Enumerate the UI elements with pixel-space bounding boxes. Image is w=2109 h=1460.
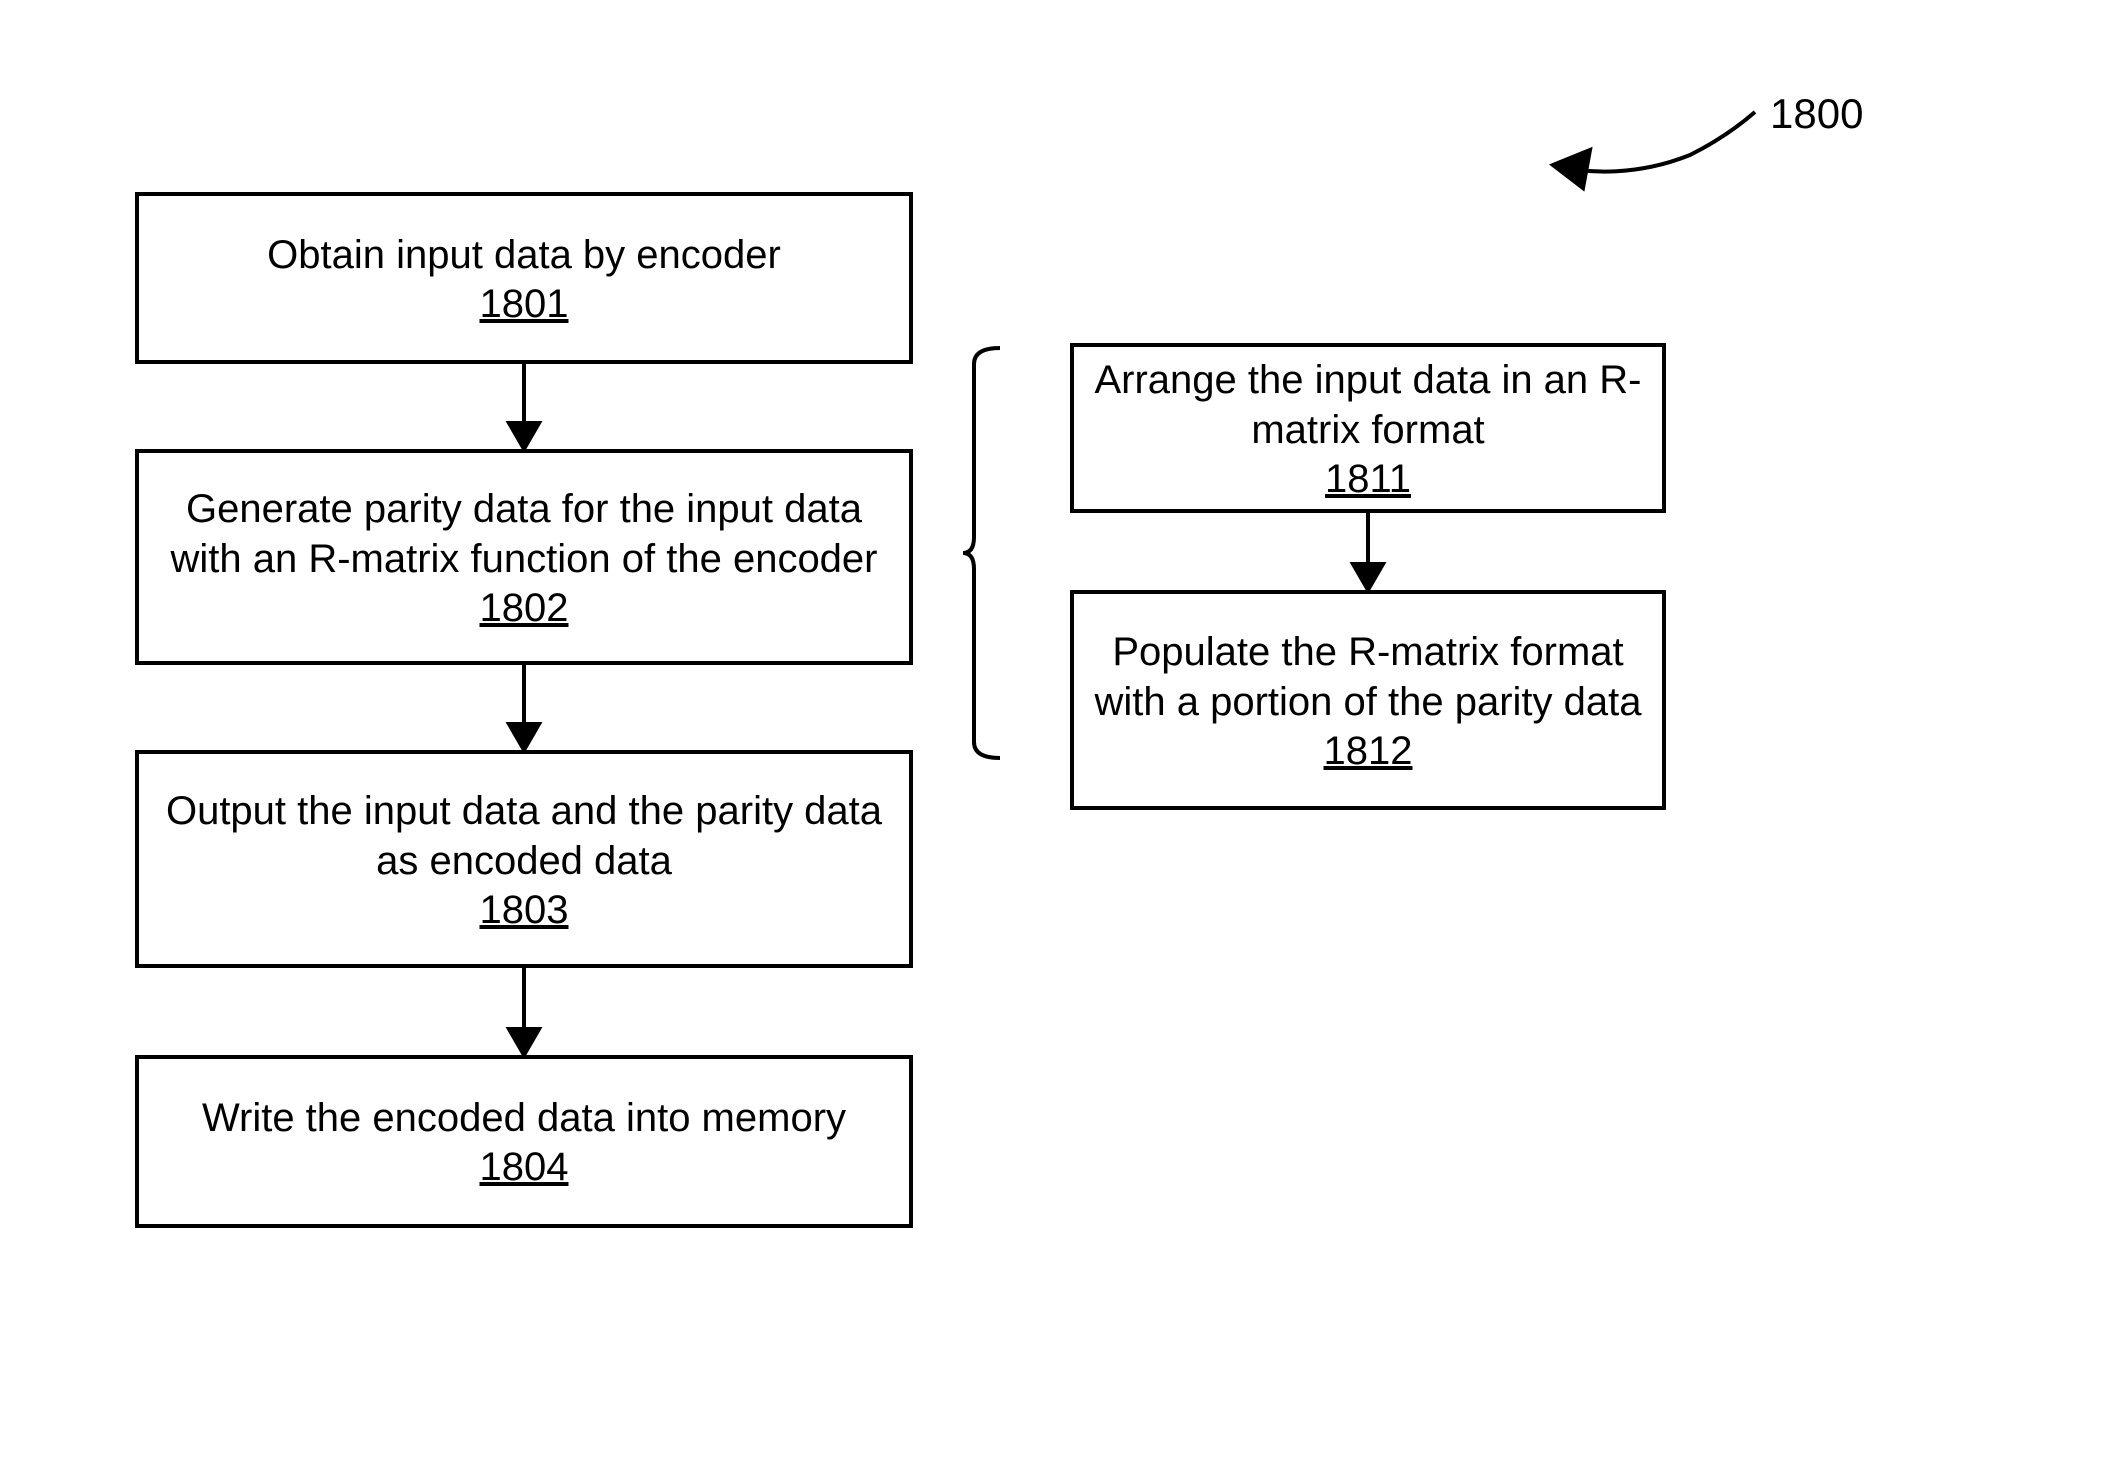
flow-box-text: Generate parity data for the input data … [159, 484, 889, 584]
flow-box-1812: Populate the R-matrix format with a port… [1070, 590, 1666, 810]
flow-box-text: Populate the R-matrix format with a port… [1094, 627, 1642, 727]
flow-box-ref: 1812 [1324, 729, 1413, 774]
figure-ref-label: 1800 [1770, 90, 1863, 138]
flow-box-ref: 1803 [480, 888, 569, 933]
flow-box-ref: 1801 [480, 282, 569, 327]
flow-box-text: Output the input data and the parity dat… [159, 786, 889, 886]
flow-box-text: Arrange the input data in an R-matrix fo… [1094, 355, 1642, 455]
flow-box-text: Obtain input data by encoder [267, 230, 781, 280]
flow-box-1801: Obtain input data by encoder 1801 [135, 192, 913, 364]
flow-box-1811: Arrange the input data in an R-matrix fo… [1070, 343, 1666, 513]
flow-box-1803: Output the input data and the parity dat… [135, 750, 913, 968]
flow-box-ref: 1811 [1325, 457, 1411, 502]
flow-box-1802: Generate parity data for the input data … [135, 449, 913, 665]
flow-box-1804: Write the encoded data into memory 1804 [135, 1055, 913, 1228]
flow-box-ref: 1804 [480, 1145, 569, 1190]
flow-box-ref: 1802 [480, 586, 569, 631]
flow-box-text: Write the encoded data into memory [202, 1093, 846, 1143]
